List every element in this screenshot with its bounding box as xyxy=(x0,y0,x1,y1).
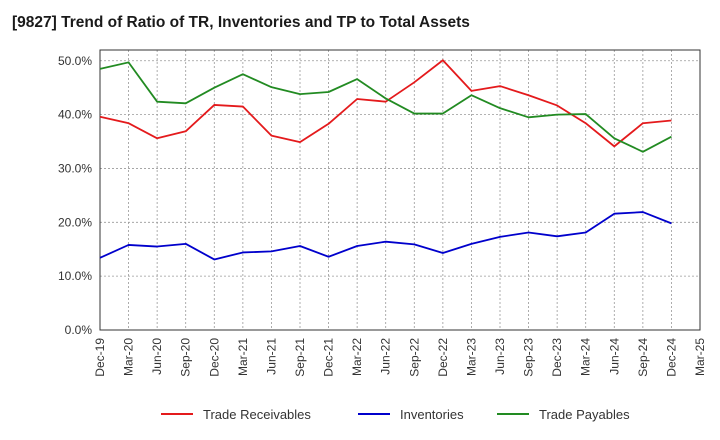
series-layer xyxy=(99,59,672,261)
y-tick-label: 0.0% xyxy=(65,323,93,337)
x-tick-label: Sep-23 xyxy=(522,338,536,377)
y-tick-label: 30.0% xyxy=(58,161,92,175)
legend-label: Inventories xyxy=(400,407,464,422)
x-tick-label: Jun-24 xyxy=(607,338,621,375)
axis-layer: 0.0% 10.0% 20.0% 30.0% 40.0% 50.0% Dec-19 Mar-2… xyxy=(58,49,707,377)
x-tick-label: Dec-22 xyxy=(436,338,450,377)
chart-title: [9827] Trend of Ratio of TR, Inventories… xyxy=(12,14,470,31)
y-tick-label: 10.0% xyxy=(58,269,92,283)
legend-layer: Trade Receivables Inventories Trade Payabl… xyxy=(161,407,630,422)
x-tick-label: Jun-23 xyxy=(493,338,507,375)
x-tick-label: Mar-23 xyxy=(464,338,478,376)
x-tick-label: Jun-20 xyxy=(150,338,164,375)
x-tick-label: Sep-20 xyxy=(179,338,193,377)
plot-frame xyxy=(99,49,701,331)
x-tick-label: Jun-21 xyxy=(264,338,278,375)
y-tick-label: 20.0% xyxy=(58,215,92,229)
x-tick-label: Jun-22 xyxy=(379,338,393,375)
x-tick-label: Mar-25 xyxy=(693,338,707,376)
x-tick-label: Sep-24 xyxy=(636,338,650,377)
x-tick-label: Dec-21 xyxy=(322,338,336,377)
y-tick-label: 40.0% xyxy=(58,108,92,122)
x-tick-label: Dec-23 xyxy=(550,338,564,377)
y-tick-label: 50.0% xyxy=(58,54,92,68)
x-tick-label: Mar-22 xyxy=(350,338,364,376)
x-tick-label: Mar-24 xyxy=(579,338,593,376)
x-tick-label: Dec-24 xyxy=(664,338,678,377)
x-tick-label: Dec-19 xyxy=(93,338,107,377)
x-tick-label: Dec-20 xyxy=(207,338,221,377)
x-tick-label: Mar-21 xyxy=(236,338,250,376)
series-line-trade-receivables xyxy=(99,59,672,148)
x-tick-label: Mar-20 xyxy=(122,338,136,376)
x-tick-label: Sep-21 xyxy=(293,338,307,377)
legend-label: Trade Payables xyxy=(539,407,630,422)
series-line-inventories xyxy=(99,211,672,261)
legend-label: Trade Receivables xyxy=(203,407,311,422)
series-line-trade-payables xyxy=(99,61,672,153)
x-tick-label: Sep-22 xyxy=(407,338,421,377)
